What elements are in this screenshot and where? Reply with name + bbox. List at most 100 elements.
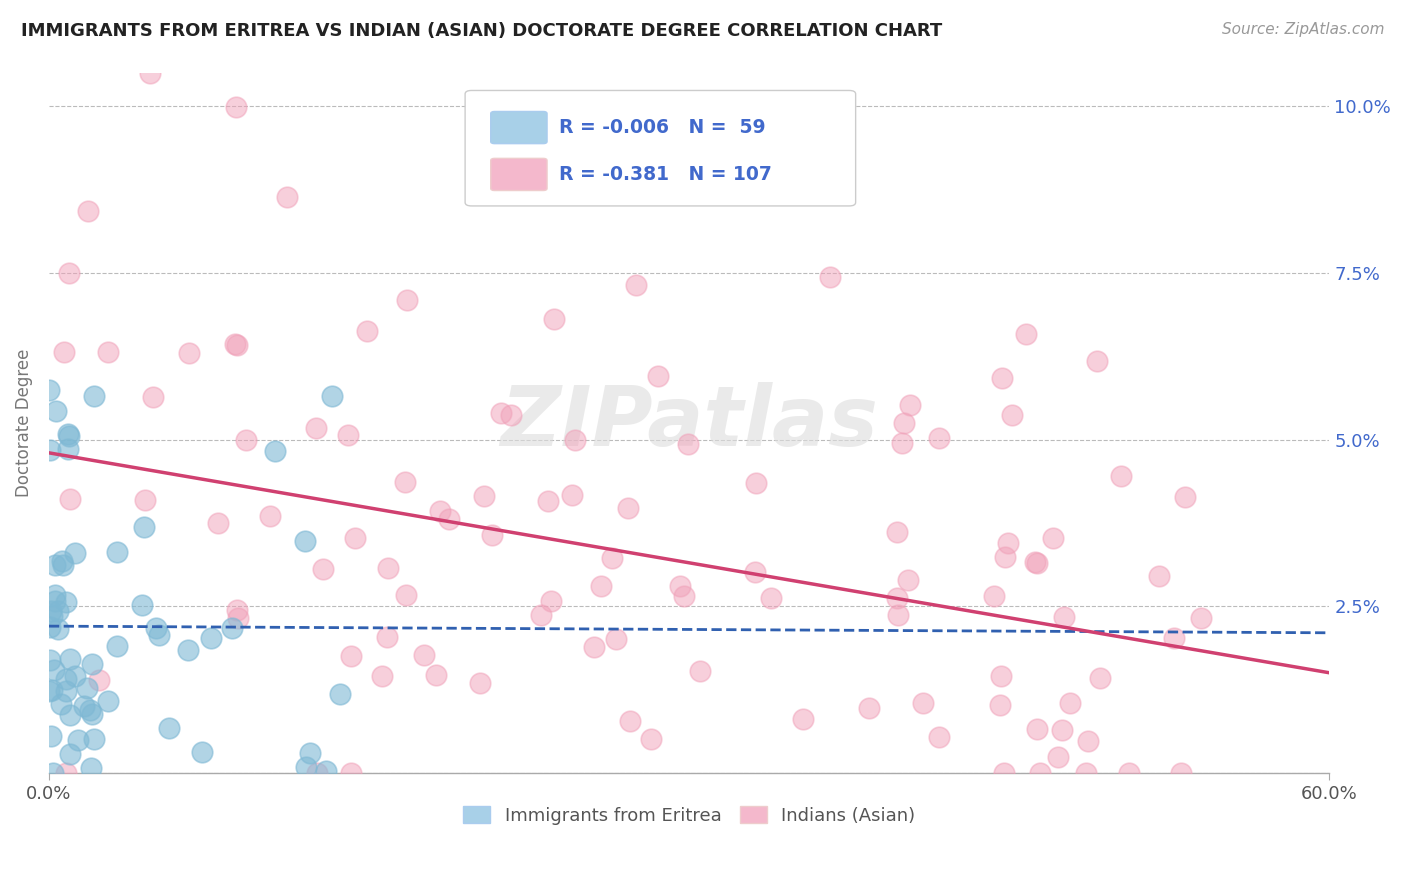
Point: [105, 544, 128, 558]
Point: [58, 652, 80, 666]
Point: [744, 565, 766, 579]
Point: [42, 663, 65, 677]
Point: [1015, 327, 1038, 342]
Point: [501, 408, 523, 422]
Text: R = -0.006   N =  59: R = -0.006 N = 59: [558, 118, 765, 137]
Legend: Immigrants from Eritrea, Indians (Asian): Immigrants from Eritrea, Indians (Asian): [454, 797, 924, 834]
Point: [132, 520, 155, 534]
FancyBboxPatch shape: [465, 90, 856, 206]
Point: [990, 668, 1012, 682]
Point: [105, 639, 128, 653]
Point: [200, 631, 222, 645]
Point: [858, 701, 880, 715]
Point: [38, 383, 60, 397]
Point: [425, 667, 447, 681]
Point: [45, 403, 67, 417]
Point: [38, 442, 60, 457]
Point: [540, 594, 562, 608]
Point: [1118, 765, 1140, 780]
Point: [39, 653, 62, 667]
Point: [96, 345, 118, 359]
Point: [377, 561, 399, 575]
Point: [886, 591, 908, 606]
Point: [41, 682, 63, 697]
Point: [55, 672, 77, 686]
Point: [142, 390, 165, 404]
Point: [89, 673, 111, 688]
Point: [887, 608, 910, 623]
Point: [745, 476, 768, 491]
Point: [59, 708, 82, 723]
Point: [640, 732, 662, 747]
Point: [228, 611, 250, 625]
Point: [1111, 469, 1133, 483]
Point: [371, 669, 394, 683]
Point: [489, 407, 512, 421]
Point: [997, 536, 1019, 550]
Point: [66, 732, 89, 747]
Point: [1047, 750, 1070, 764]
Point: [39, 619, 62, 633]
Point: [46, 622, 69, 636]
Point: [259, 509, 281, 524]
Point: [429, 504, 451, 518]
Point: [55, 684, 77, 698]
Point: [65, 546, 87, 560]
Point: [224, 337, 246, 351]
Point: [991, 371, 1014, 385]
Point: [79, 703, 101, 717]
Point: [886, 525, 908, 540]
Point: [928, 431, 950, 445]
Point: [394, 588, 416, 602]
Point: [1050, 723, 1073, 738]
Point: [647, 369, 669, 384]
Y-axis label: Doctorate Degree: Doctorate Degree: [15, 349, 32, 497]
Point: [1085, 354, 1108, 368]
Point: [131, 599, 153, 613]
Point: [1059, 696, 1081, 710]
Point: [76, 681, 98, 695]
Point: [56, 426, 79, 441]
Point: [53, 345, 76, 359]
Point: [1076, 765, 1098, 780]
Text: IMMIGRANTS FROM ERITREA VS INDIAN (ASIAN) DOCTORATE DEGREE CORRELATION CHART: IMMIGRANTS FROM ERITREA VS INDIAN (ASIAN…: [21, 22, 942, 40]
Point: [38, 684, 60, 698]
Point: [177, 643, 200, 657]
Point: [994, 550, 1017, 565]
Point: [55, 595, 77, 609]
Point: [928, 730, 950, 744]
Point: [564, 433, 586, 447]
Point: [41, 729, 63, 743]
Point: [225, 100, 247, 114]
Point: [669, 579, 692, 593]
Point: [619, 714, 641, 728]
Point: [264, 444, 287, 458]
Point: [295, 760, 318, 774]
Point: [157, 721, 180, 735]
Point: [44, 558, 66, 573]
Point: [988, 698, 1011, 713]
Point: [294, 533, 316, 548]
Point: [312, 562, 335, 576]
Point: [83, 389, 105, 403]
Point: [1077, 733, 1099, 747]
Point: [537, 494, 560, 508]
Point: [337, 427, 360, 442]
Point: [191, 745, 214, 759]
Point: [139, 66, 162, 80]
Point: [759, 591, 782, 605]
Point: [148, 628, 170, 642]
Point: [356, 324, 378, 338]
Point: [80, 761, 103, 775]
Point: [51, 558, 73, 572]
Point: [792, 712, 814, 726]
Point: [1028, 765, 1050, 780]
Point: [226, 603, 249, 617]
Point: [898, 398, 921, 412]
Point: [340, 765, 363, 780]
Point: [1026, 556, 1049, 570]
Point: [1024, 555, 1046, 569]
Point: [468, 675, 491, 690]
Point: [689, 664, 711, 678]
Text: ZIPatlas: ZIPatlas: [501, 383, 879, 463]
